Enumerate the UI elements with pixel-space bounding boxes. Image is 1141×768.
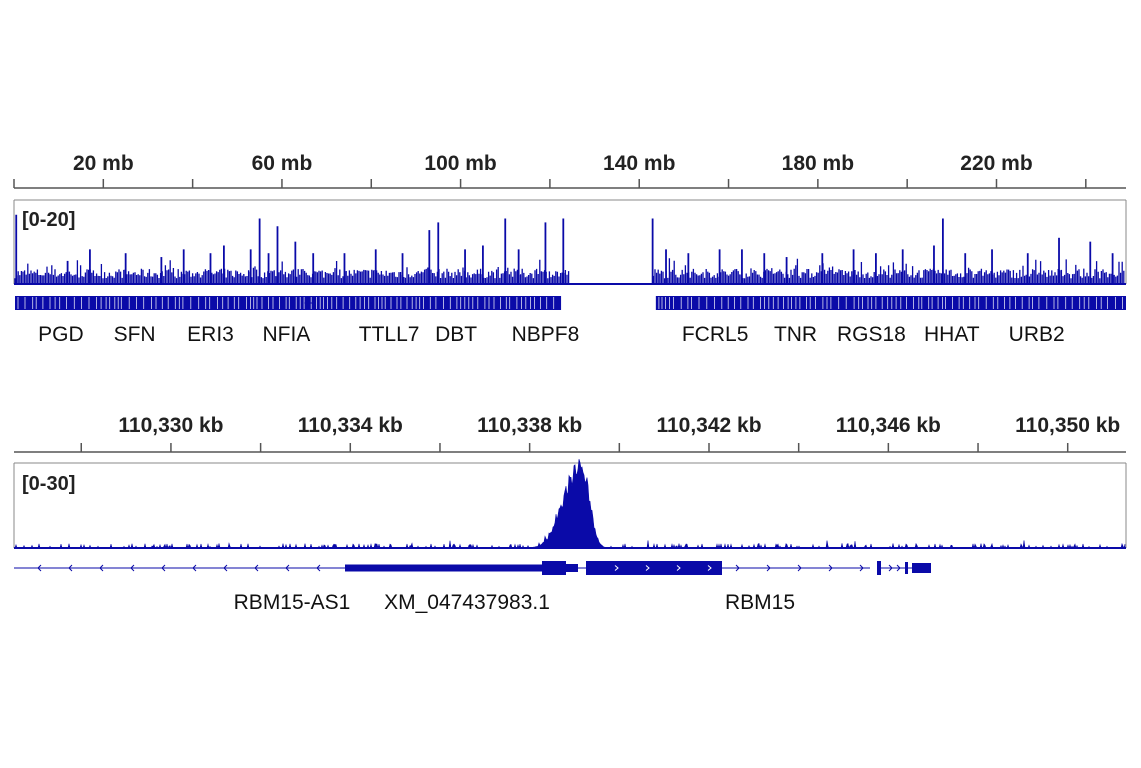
whole-genome-gene-track — [15, 296, 1126, 310]
gene-label: URB2 — [1009, 323, 1065, 346]
whole-genome-data-range: [0-20] — [22, 209, 75, 231]
zoomed-locus-panel: 110,330 kb 110,334 kb 110,338 kb 110,342 kb… — [13, 414, 1127, 614]
whole-genome-gene-labels: PGD SFN ERI3 NFIA TTLL7 DBT NBPF8 FCRL5 TNR RGS18… — [38, 323, 1065, 346]
gene-density-gaps — [658, 297, 1123, 309]
strand-arrows-plus — [735, 564, 864, 572]
gene-label: RBM15-AS1 — [234, 591, 351, 614]
gene-label: TNR — [774, 323, 817, 346]
strand-arrows-minus — [37, 564, 321, 572]
exon-block — [586, 561, 722, 575]
gene-label: RBM15 — [725, 591, 795, 614]
signal-coverage — [14, 459, 1126, 550]
ruler-tick-label: 100 mb — [424, 152, 496, 175]
exon-block — [542, 561, 566, 575]
gene-label: NBPF8 — [512, 323, 580, 346]
gene-label: SFN — [114, 323, 156, 346]
zoomed-locus-ruler: 110,330 kb 110,334 kb 110,338 kb 110,342 kb… — [14, 414, 1126, 453]
exon-block — [877, 561, 881, 575]
gene-label: TTLL7 — [359, 323, 420, 346]
gene-label: PGD — [38, 323, 84, 346]
exon-block — [345, 564, 542, 572]
gene-density-block — [655, 296, 1126, 310]
strand-arrows-plus — [888, 564, 901, 572]
exon-block — [566, 564, 578, 572]
signal-background — [14, 258, 1125, 284]
gene-label: HHAT — [924, 323, 980, 346]
zoomed-locus-data-range: [0-30] — [22, 473, 75, 495]
ruler-tick-label: 110,350 kb — [1015, 414, 1120, 437]
whole-genome-panel: 20 mb 60 mb 100 mb 140 mb 180 mb 220 mb [0-20… — [13, 152, 1127, 346]
strand-arrows-plus — [614, 565, 712, 571]
zoomed-locus-gene-track — [14, 561, 931, 575]
zoomed-locus-gene-labels: RBM15-AS1 XM_047437983.1 RBM15 — [234, 591, 795, 614]
exon-block — [905, 562, 908, 574]
whole-genome-ruler: 20 mb 60 mb 100 mb 140 mb 180 mb 220 mb — [13, 152, 1126, 189]
zoomed-locus-signal-track — [13, 459, 1127, 550]
ruler-tick-label: 110,330 kb — [118, 414, 223, 437]
ruler-tick-label: 140 mb — [603, 152, 675, 175]
exon-block — [912, 563, 931, 573]
ruler-tick-label: 110,338 kb — [477, 414, 582, 437]
ruler-tick-label: 220 mb — [960, 152, 1032, 175]
gene-density-block — [15, 296, 562, 310]
gene-label: FCRL5 — [682, 323, 749, 346]
gene-label: RGS18 — [837, 323, 906, 346]
gene-label: XM_047437983.1 — [384, 591, 550, 614]
gene-label: DBT — [435, 323, 477, 346]
gene-label: NFIA — [262, 323, 310, 346]
ruler-tick-label: 180 mb — [782, 152, 854, 175]
ruler-tick-label: 60 mb — [252, 152, 313, 175]
ruler-tick-label: 110,334 kb — [298, 414, 403, 437]
gene-density-gaps — [17, 297, 555, 309]
whole-genome-signal-track — [13, 199, 1127, 285]
gene-label: ERI3 — [187, 323, 234, 346]
ruler-tick-label: 110,342 kb — [656, 414, 761, 437]
ruler-tick-label: 110,346 kb — [836, 414, 941, 437]
ruler-tick-label: 20 mb — [73, 152, 134, 175]
